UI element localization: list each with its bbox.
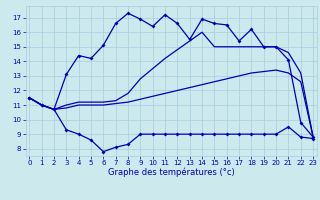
X-axis label: Graphe des températures (°c): Graphe des températures (°c) <box>108 168 235 177</box>
